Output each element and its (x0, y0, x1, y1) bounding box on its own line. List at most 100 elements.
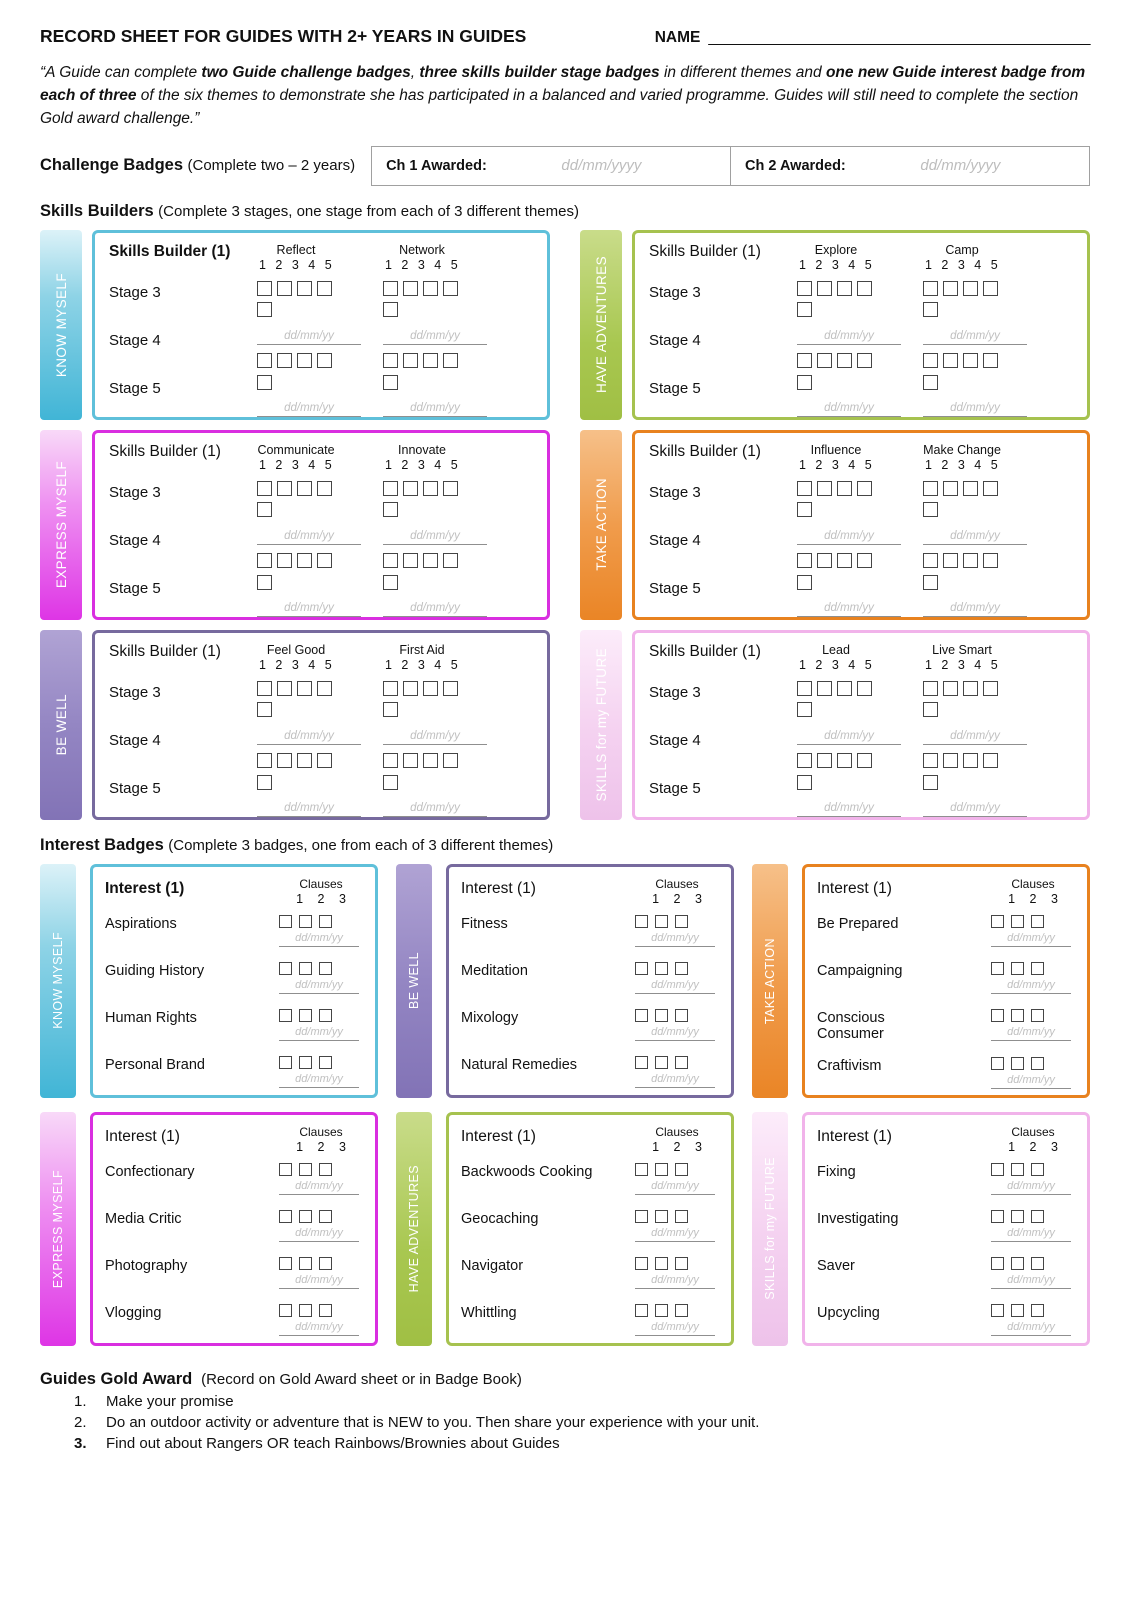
date-awarded-field[interactable]: dd/mm/yy (923, 525, 1027, 545)
checkbox[interactable] (279, 1209, 292, 1223)
checkbox[interactable] (257, 574, 272, 590)
checkbox[interactable] (383, 302, 398, 318)
checkbox[interactable] (797, 302, 812, 318)
checkbox[interactable] (635, 961, 648, 975)
checkbox[interactable] (797, 374, 812, 390)
date-awarded-field[interactable]: dd/mm/yy (635, 1178, 715, 1195)
checkbox[interactable] (817, 681, 832, 697)
checkbox[interactable] (403, 281, 418, 297)
checkbox[interactable] (675, 1055, 688, 1069)
date-awarded-field[interactable]: dd/mm/yy (257, 525, 361, 545)
checkbox[interactable] (1011, 1209, 1024, 1223)
checkbox[interactable] (923, 752, 938, 768)
checkbox[interactable] (635, 1209, 648, 1223)
date-awarded-field[interactable]: dd/mm/yy (383, 325, 487, 345)
checkbox[interactable] (383, 702, 398, 718)
checkbox[interactable] (319, 1303, 332, 1317)
checkbox[interactable] (257, 374, 272, 390)
checkbox[interactable] (1011, 1303, 1024, 1317)
date-awarded-field[interactable]: dd/mm/yy (991, 1272, 1071, 1289)
checkbox[interactable] (991, 1008, 1004, 1022)
checkbox[interactable] (1031, 1057, 1044, 1071)
checkbox[interactable] (943, 481, 958, 497)
checkbox[interactable] (403, 552, 418, 568)
checkbox[interactable] (257, 302, 272, 318)
checkbox[interactable] (317, 352, 332, 368)
checkbox[interactable] (655, 1162, 668, 1176)
checkbox[interactable] (655, 914, 668, 928)
checkbox[interactable] (837, 481, 852, 497)
checkbox[interactable] (797, 281, 812, 297)
checkbox[interactable] (277, 352, 292, 368)
date-awarded-field[interactable]: dd/mm/yy (635, 1225, 715, 1242)
checkbox[interactable] (319, 1256, 332, 1270)
checkbox[interactable] (943, 552, 958, 568)
checkbox[interactable] (257, 774, 272, 790)
checkbox[interactable] (383, 774, 398, 790)
checkbox[interactable] (383, 574, 398, 590)
checkbox[interactable] (279, 1256, 292, 1270)
checkbox[interactable] (923, 552, 938, 568)
date-awarded-field[interactable]: dd/mm/yy (257, 398, 361, 417)
checkbox[interactable] (923, 702, 938, 718)
checkbox[interactable] (383, 502, 398, 518)
checkbox[interactable] (923, 352, 938, 368)
checkbox[interactable] (299, 1303, 312, 1317)
checkbox[interactable] (675, 961, 688, 975)
checkbox[interactable] (319, 1008, 332, 1022)
checkbox[interactable] (1011, 1057, 1024, 1071)
checkbox[interactable] (297, 281, 312, 297)
checkbox[interactable] (991, 961, 1004, 975)
checkbox[interactable] (423, 352, 438, 368)
checkbox[interactable] (655, 961, 668, 975)
checkbox[interactable] (299, 914, 312, 928)
checkbox[interactable] (857, 681, 872, 697)
date-awarded-field[interactable]: dd/mm/yy (991, 977, 1071, 994)
ch1-date-field[interactable]: dd/mm/yyyy (561, 157, 642, 175)
date-awarded-field[interactable]: dd/mm/yy (923, 598, 1027, 617)
date-awarded-field[interactable]: dd/mm/yy (923, 325, 1027, 345)
checkbox[interactable] (817, 552, 832, 568)
date-awarded-field[interactable]: dd/mm/yy (797, 798, 901, 817)
checkbox[interactable] (299, 1256, 312, 1270)
checkbox[interactable] (943, 681, 958, 697)
date-awarded-field[interactable]: dd/mm/yy (279, 1071, 359, 1088)
checkbox[interactable] (991, 914, 1004, 928)
checkbox[interactable] (297, 752, 312, 768)
date-awarded-field[interactable]: dd/mm/yy (383, 798, 487, 817)
checkbox[interactable] (257, 352, 272, 368)
checkbox[interactable] (1011, 961, 1024, 975)
checkbox[interactable] (983, 281, 998, 297)
checkbox[interactable] (943, 352, 958, 368)
date-awarded-field[interactable]: dd/mm/yy (635, 1024, 715, 1041)
checkbox[interactable] (257, 752, 272, 768)
checkbox[interactable] (963, 481, 978, 497)
date-awarded-field[interactable]: dd/mm/yy (383, 725, 487, 745)
date-awarded-field[interactable]: dd/mm/yy (257, 325, 361, 345)
checkbox[interactable] (319, 1055, 332, 1069)
checkbox[interactable] (279, 1008, 292, 1022)
checkbox[interactable] (655, 1256, 668, 1270)
checkbox[interactable] (423, 681, 438, 697)
date-awarded-field[interactable]: dd/mm/yy (635, 930, 715, 947)
date-awarded-field[interactable]: dd/mm/yy (797, 325, 901, 345)
checkbox[interactable] (319, 914, 332, 928)
date-awarded-field[interactable]: dd/mm/yy (923, 398, 1027, 417)
checkbox[interactable] (923, 374, 938, 390)
date-awarded-field[interactable]: dd/mm/yy (279, 1225, 359, 1242)
checkbox[interactable] (277, 481, 292, 497)
date-awarded-field[interactable]: dd/mm/yy (797, 725, 901, 745)
checkbox[interactable] (277, 281, 292, 297)
checkbox[interactable] (837, 352, 852, 368)
date-awarded-field[interactable]: dd/mm/yy (923, 798, 1027, 817)
date-awarded-field[interactable]: dd/mm/yy (991, 1178, 1071, 1195)
checkbox[interactable] (443, 281, 458, 297)
checkbox[interactable] (423, 552, 438, 568)
checkbox[interactable] (403, 752, 418, 768)
checkbox[interactable] (797, 681, 812, 697)
checkbox[interactable] (317, 481, 332, 497)
checkbox[interactable] (797, 552, 812, 568)
checkbox[interactable] (403, 481, 418, 497)
checkbox[interactable] (943, 281, 958, 297)
checkbox[interactable] (675, 1303, 688, 1317)
